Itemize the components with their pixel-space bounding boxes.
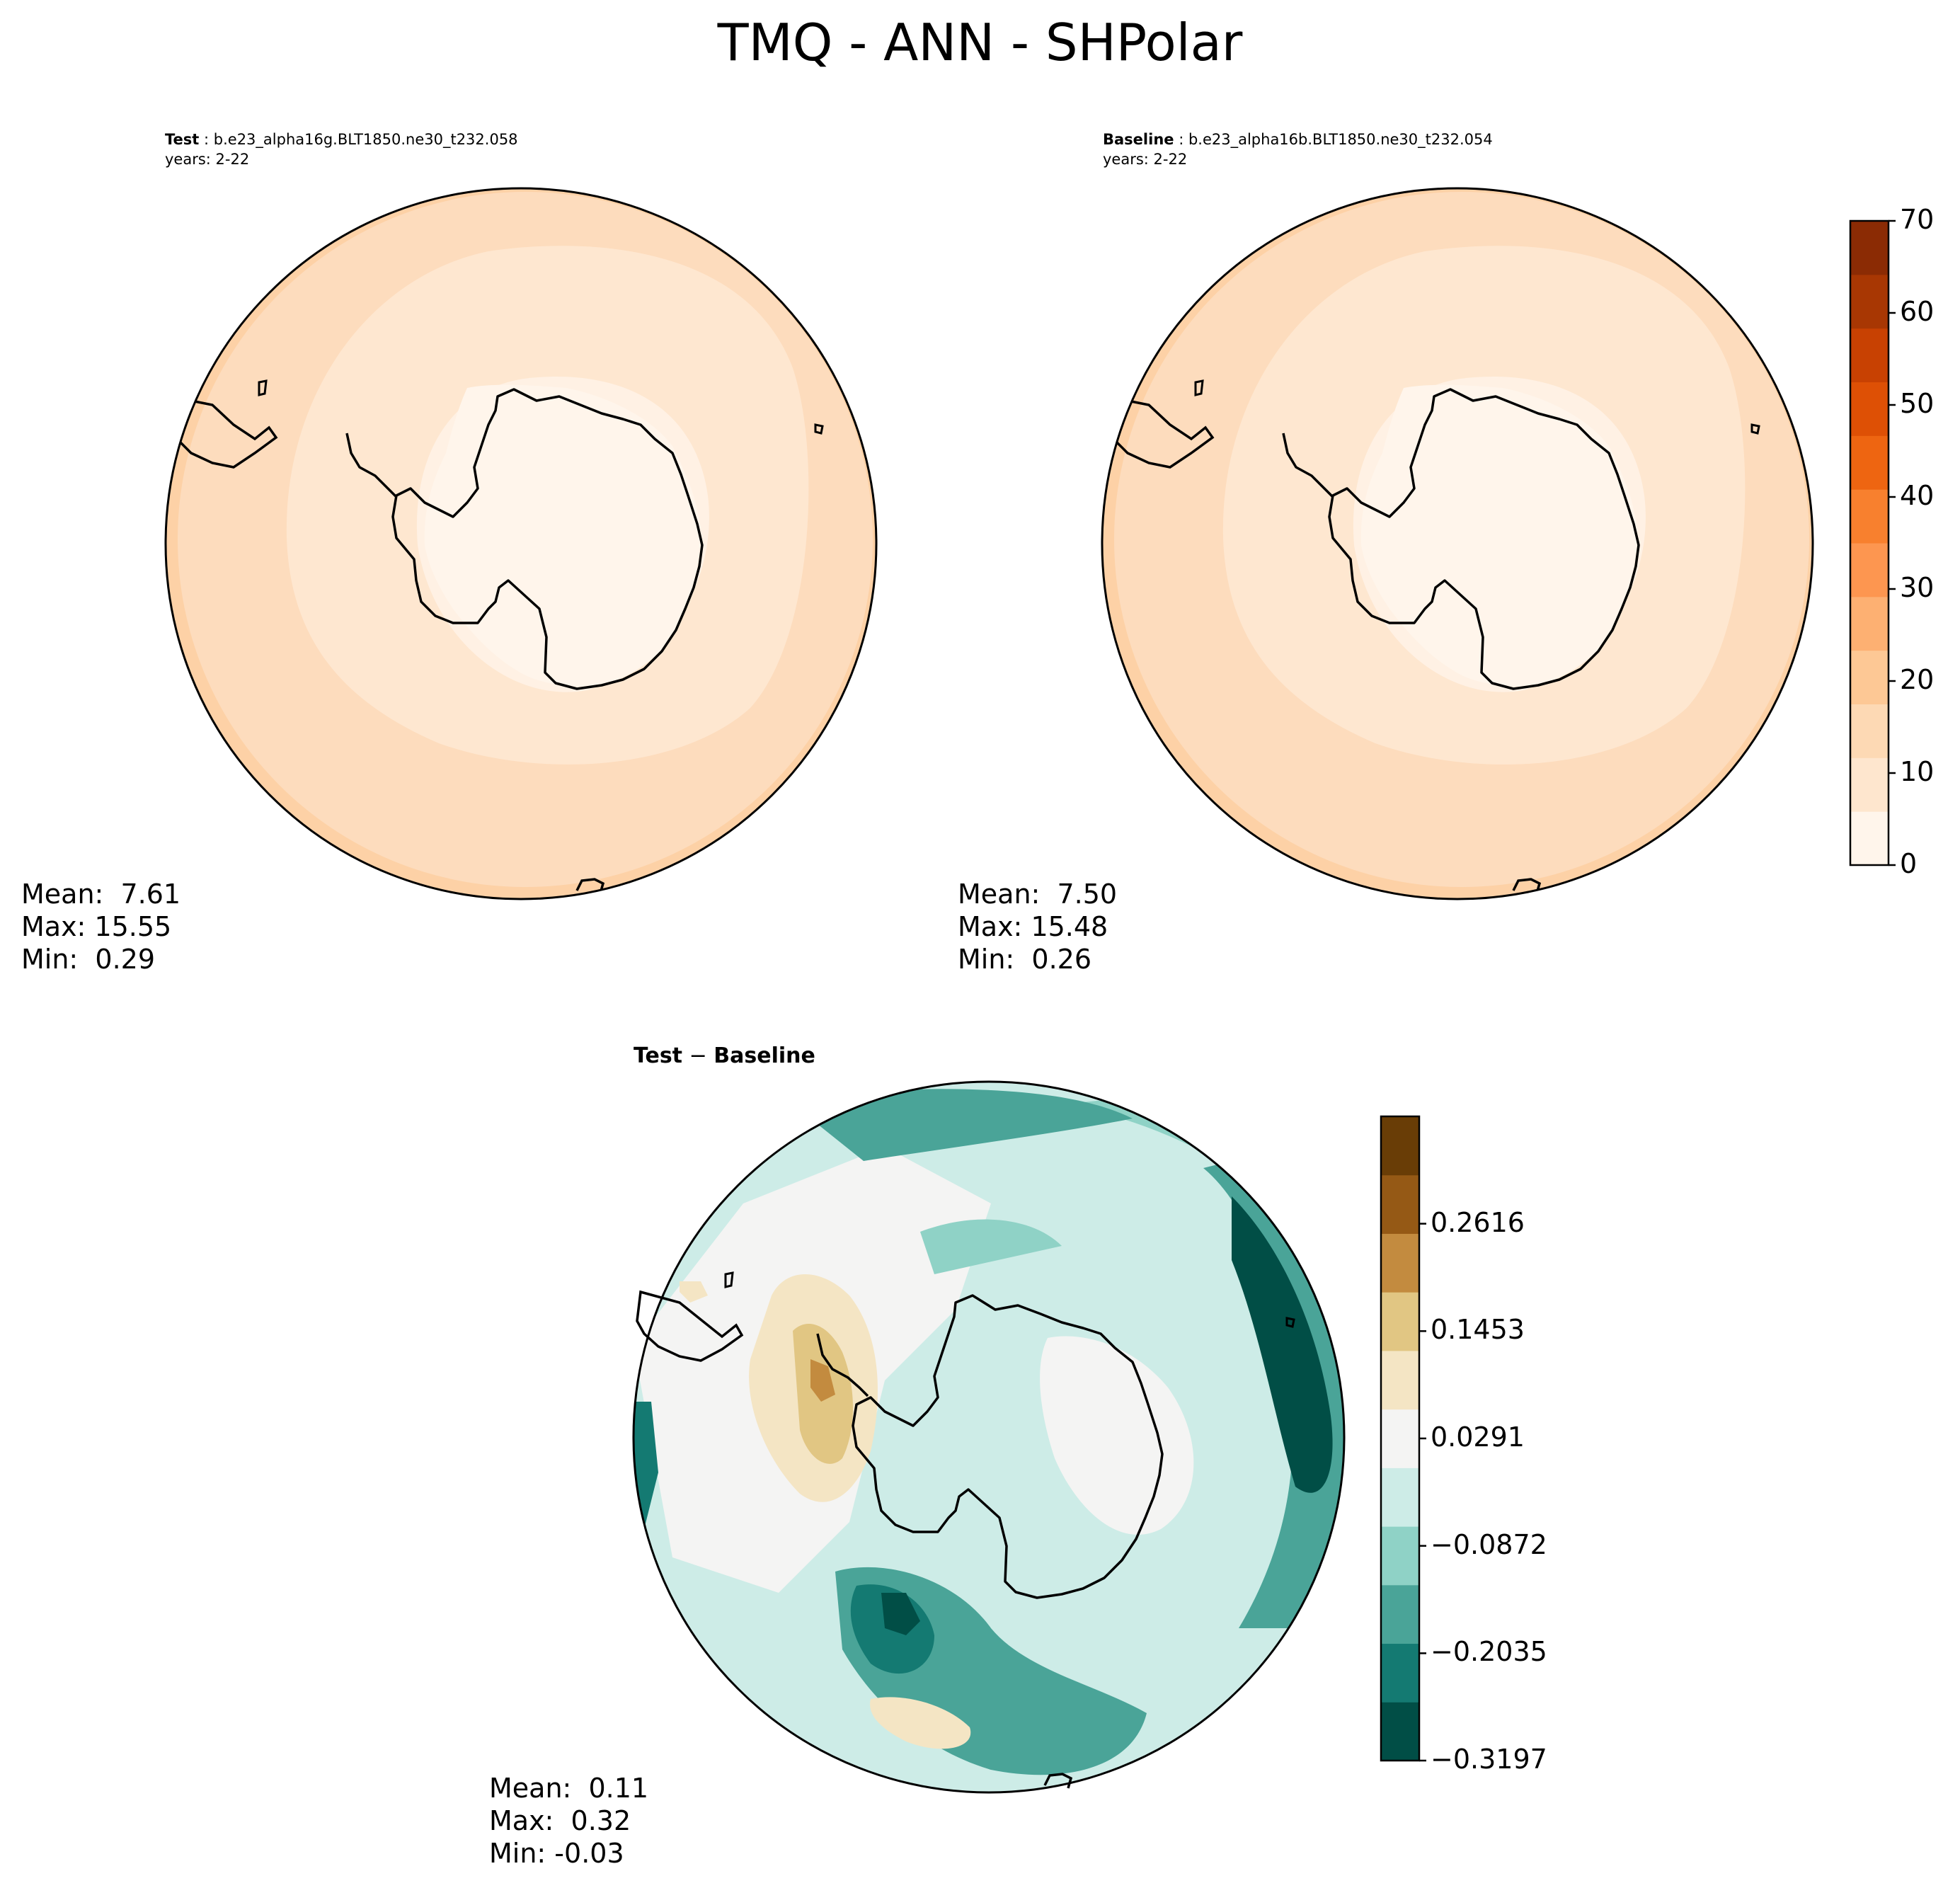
test-case-name: b.e23_alpha16g.BLT1850.ne30_t232.058 — [213, 131, 518, 148]
abs-cbar-frame — [1849, 219, 1890, 866]
diff-field-max-south — [881, 1593, 920, 1635]
test-stats: Mean: 7.61 Max: 15.55 Min: 0.29 — [21, 878, 180, 976]
diff-cbar-tick-label: −0.3197 — [1431, 1744, 1547, 1775]
abs-cbar-tick-label: 0 — [1900, 848, 1918, 879]
baseline-stat-min: Min: 0.26 — [958, 944, 1091, 975]
baseline-coast-island-east — [1750, 423, 1760, 435]
abs-colorbar — [1849, 219, 1896, 866]
diff-stat-min: Min: -0.03 — [489, 1838, 624, 1869]
figure-title: TMQ - ANN - SHPolar — [717, 13, 1243, 72]
diff-cbar-tick-label: 0.1453 — [1431, 1314, 1525, 1346]
diff-title-sep: − — [682, 1043, 714, 1068]
abs-cbar-swatch — [1850, 757, 1889, 812]
test-years: years: 2-22 — [165, 151, 250, 168]
baseline-coast-peninsula — [1282, 433, 1334, 498]
diff-cbar-swatch — [1381, 1350, 1419, 1410]
diff-field-neg-islet — [680, 1281, 708, 1303]
diff-panel-title: Test − Baseline — [634, 1043, 815, 1068]
baseline-label: Baseline — [1103, 131, 1174, 148]
abs-cbar-swatch — [1850, 382, 1889, 436]
baseline-stat-max: Max: 15.48 — [958, 911, 1108, 942]
diff-cbar-swatch — [1381, 1174, 1419, 1234]
diff-coast-new-zealand — [1043, 1773, 1073, 1789]
test-stat-mean: Mean: 7.61 — [21, 879, 181, 910]
diff-cbar-tick-label: −0.0872 — [1431, 1528, 1547, 1560]
abs-cbar-swatch — [1850, 596, 1889, 651]
test-stat-min: Min: 0.29 — [21, 944, 155, 975]
test-label: Test — [165, 131, 200, 148]
diff-coast-peninsula — [816, 1333, 869, 1397]
diff-cbar-swatch — [1381, 1468, 1419, 1527]
diff-cbar-swatch — [1381, 1233, 1419, 1293]
diff-field-neg-large — [810, 1359, 835, 1402]
diff-map-boundary — [632, 1080, 1346, 1794]
baseline-coast-island-west — [1194, 379, 1204, 396]
diff-stats: Mean: 0.11 Max: 0.32 Min: -0.03 — [489, 1772, 648, 1870]
diff-title-test: Test — [634, 1043, 683, 1068]
abs-cbar-swatch — [1850, 435, 1889, 490]
abs-cbar-tick-label: 60 — [1900, 296, 1935, 327]
baseline-antarctica-fill — [1360, 384, 1637, 687]
abs-cbar-swatch — [1850, 704, 1889, 758]
abs-cbar-swatch — [1850, 274, 1889, 329]
test-coast-island-east — [814, 423, 824, 435]
diff-cbar-tick-label: 0.0291 — [1431, 1421, 1525, 1453]
baseline-panel-title: Baseline : b.e23_alpha16b.BLT1850.ne30_t… — [1103, 131, 1493, 148]
abs-cbar-swatch — [1850, 811, 1889, 866]
abs-cbar-tick-label: 10 — [1900, 756, 1935, 787]
test-coast-new-zealand — [575, 878, 605, 894]
diff-map — [632, 1080, 1346, 1794]
abs-cbar-swatch — [1850, 650, 1889, 704]
abs-cbar-tick-label: 30 — [1900, 572, 1935, 603]
abs-cbar-swatch — [1850, 328, 1889, 382]
baseline-map-boundary — [1101, 187, 1814, 900]
test-coast-peninsula — [345, 433, 398, 498]
abs-cbar-tick-label: 20 — [1900, 664, 1935, 695]
test-coast-island-west — [258, 379, 268, 396]
diff-field-pos-north — [793, 1089, 1133, 1161]
diff-coast-south-america — [636, 1290, 744, 1362]
test-panel-title: Test : b.e23_alpha16g.BLT1850.ne30_t232.… — [165, 131, 518, 148]
baseline-coast-antarctica — [1328, 388, 1640, 690]
baseline-years: years: 2-22 — [1103, 151, 1188, 168]
baseline-case-name: b.e23_alpha16b.BLT1850.ne30_t232.054 — [1188, 131, 1493, 148]
diff-coast-antarctica — [852, 1294, 1164, 1599]
test-antarctica-fill — [424, 384, 701, 687]
diff-field-near-zero-east — [1040, 1336, 1194, 1535]
diff-title-baseline: Baseline — [713, 1043, 815, 1068]
diff-cbar-swatch — [1381, 1526, 1419, 1586]
test-coast-antarctica — [391, 388, 704, 690]
abs-cbar-swatch — [1850, 221, 1889, 275]
diff-coast-island-east — [1285, 1317, 1295, 1328]
diff-field-pos-central — [920, 1219, 1062, 1274]
diff-cbar-swatch — [1381, 1409, 1419, 1468]
diff-field-max-east — [1232, 1196, 1333, 1493]
diff-colorbar — [1380, 1115, 1426, 1762]
baseline-stats: Mean: 7.50 Max: 15.48 Min: 0.26 — [958, 878, 1117, 976]
diff-cbar-tick-label: 0.2616 — [1431, 1206, 1525, 1238]
diff-cbar-tick-label: −0.2035 — [1431, 1636, 1547, 1668]
diff-coast-island-west — [724, 1271, 734, 1288]
test-map-boundary — [164, 187, 878, 900]
diff-stat-max: Max: 0.32 — [489, 1805, 631, 1836]
diff-cbar-swatch — [1381, 1292, 1419, 1351]
diff-stat-mean: Mean: 0.11 — [489, 1773, 649, 1804]
test-map — [164, 187, 878, 900]
abs-cbar-swatch — [1850, 489, 1889, 544]
baseline-map — [1101, 187, 1814, 900]
diff-cbar-swatch — [1381, 1116, 1419, 1176]
baseline-stat-mean: Mean: 7.50 — [958, 879, 1118, 910]
diff-field-pos-west-edge — [634, 1402, 658, 1529]
diff-cbar-swatch — [1381, 1643, 1419, 1703]
abs-cbar-swatch — [1850, 543, 1889, 597]
diff-field-neg-south — [870, 1697, 971, 1749]
abs-cbar-tick-label: 50 — [1900, 388, 1935, 419]
abs-cbar-tick-label: 70 — [1900, 204, 1935, 235]
test-stat-max: Max: 15.55 — [21, 911, 172, 942]
diff-cbar-swatch — [1381, 1702, 1419, 1761]
diff-cbar-swatch — [1381, 1584, 1419, 1644]
baseline-coast-new-zealand — [1512, 878, 1542, 894]
abs-cbar-tick-label: 40 — [1900, 480, 1935, 511]
